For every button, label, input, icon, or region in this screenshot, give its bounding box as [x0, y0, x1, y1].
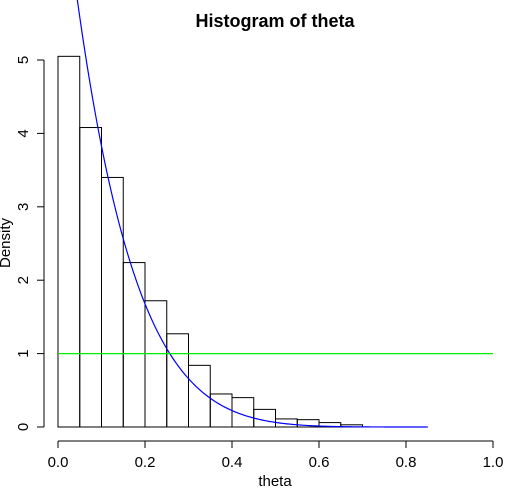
y-tick-label: 3 — [15, 203, 32, 211]
histogram-bar — [101, 176, 124, 428]
overlay-layer — [58, 0, 493, 428]
histogram-bar — [209, 393, 233, 428]
histogram-bar — [166, 333, 189, 428]
y-tick-label: 2 — [15, 276, 32, 284]
y-tick-label: 4 — [15, 129, 32, 137]
x-tick-label: 0.8 — [396, 454, 417, 471]
y-tick-label: 5 — [15, 56, 32, 64]
y-axis-label: Density — [0, 217, 14, 268]
x-tick-label: 0.4 — [222, 454, 243, 471]
histogram-bar — [57, 55, 81, 428]
x-tick-label: 1.0 — [483, 454, 504, 471]
histogram-bar — [253, 408, 276, 428]
bars-layer — [57, 55, 363, 428]
chart-title: Histogram of theta — [195, 11, 355, 31]
histogram-bar — [122, 262, 146, 428]
x-tick-label: 0.6 — [309, 454, 330, 471]
histogram-bar — [144, 300, 168, 428]
x-tick-label: 0.2 — [135, 454, 156, 471]
y-tick-label: 1 — [15, 349, 32, 357]
x-axis-label: theta — [258, 473, 292, 490]
x-axis: 0.0 0.2 0.4 0.6 0.8 1.0 — [48, 440, 504, 471]
histogram-bar — [79, 127, 102, 428]
y-axis: 0 1 2 3 4 5 — [15, 56, 45, 431]
y-tick-label: 0 — [15, 423, 32, 431]
x-tick-label: 0.0 — [48, 454, 69, 471]
beta-density-curve — [76, 0, 428, 428]
